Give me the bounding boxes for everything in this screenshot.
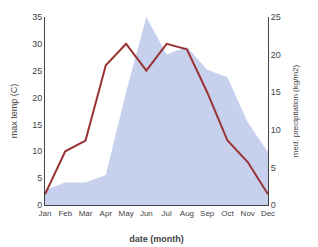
svg-text:Dec: Dec — [261, 209, 275, 218]
svg-text:Mar: Mar — [79, 209, 93, 218]
svg-text:20: 20 — [271, 50, 281, 60]
svg-text:Apr: Apr — [100, 209, 113, 218]
svg-text:Sep: Sep — [200, 209, 215, 218]
svg-text:May: May — [119, 209, 134, 218]
svg-text:Aug: Aug — [180, 209, 194, 218]
svg-text:20: 20 — [32, 93, 42, 103]
svg-text:30: 30 — [32, 39, 42, 49]
svg-text:Nov: Nov — [241, 209, 255, 218]
svg-text:25: 25 — [32, 66, 42, 76]
svg-text:15: 15 — [32, 120, 42, 130]
svg-text:Jul: Jul — [162, 209, 172, 218]
svg-text:25: 25 — [271, 12, 281, 22]
svg-text:15: 15 — [271, 87, 281, 97]
svg-text:10: 10 — [32, 146, 42, 156]
svg-text:Oct: Oct — [221, 209, 234, 218]
svg-text:Jan: Jan — [39, 209, 52, 218]
svg-text:med. precipitation (kg/m2): med. precipitation (kg/m2) — [291, 64, 300, 157]
svg-text:0: 0 — [271, 200, 276, 210]
svg-text:5: 5 — [37, 173, 42, 183]
svg-text:35: 35 — [32, 12, 42, 22]
svg-text:0: 0 — [37, 200, 42, 210]
svg-text:5: 5 — [271, 163, 276, 173]
svg-text:Feb: Feb — [58, 209, 72, 218]
svg-text:max temp (C): max temp (C) — [9, 84, 19, 139]
svg-text:Jun: Jun — [140, 209, 153, 218]
svg-text:date (month): date (month) — [129, 234, 184, 244]
svg-text:10: 10 — [271, 125, 281, 135]
